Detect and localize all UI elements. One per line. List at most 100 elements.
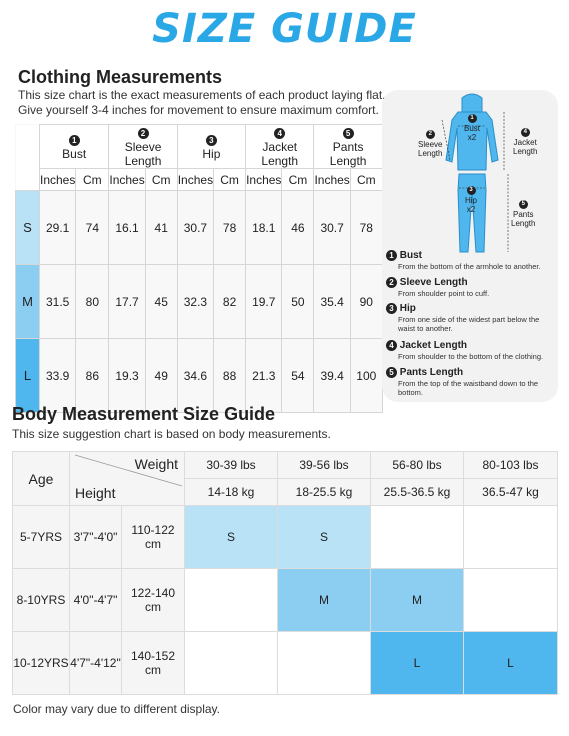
size-cell: [463, 505, 558, 569]
cell: 19.3: [108, 338, 146, 413]
height-cm-cell: 110-122 cm: [121, 505, 185, 569]
legend-bust: 1 Bust From the bottom of the armhole to…: [386, 250, 556, 271]
clothing-desc-2: Give yourself 3-4 inches for movement to…: [18, 103, 379, 117]
cell: 78: [349, 190, 383, 265]
unit-cm: Cm: [281, 168, 315, 191]
fig-pants-label: 5 Pants Length: [511, 200, 536, 228]
cell: 33.9: [38, 338, 77, 413]
cell: 50: [281, 264, 315, 339]
size-cell: S: [184, 505, 278, 569]
age-cell: 8-10YRS: [12, 568, 70, 632]
body-heading: Body Measurement Size Guide: [12, 404, 276, 424]
unit-inches: Inches: [245, 168, 283, 191]
cell: 100: [349, 338, 383, 413]
size-cell: [184, 568, 278, 632]
legend-hip: 3 Hip From one side of the widest part b…: [386, 303, 556, 333]
weight-lbs-1: 30-39 lbs: [184, 451, 278, 479]
fig-bust-label: 1 Bust x2: [464, 114, 481, 142]
table-row: 5-7YRS 3'7"-4'0" 110-122 cm S S: [12, 505, 558, 569]
cell: 46: [281, 190, 315, 265]
size-cell: [463, 568, 558, 632]
cell: 32.3: [176, 264, 215, 339]
size-cell: [277, 631, 371, 695]
height-ft-cell: 4'0"-4'7": [69, 568, 122, 632]
cell: 82: [213, 264, 247, 339]
legend-sleeve-length: 2 Sleeve Length From shoulder point to c…: [386, 277, 556, 298]
size-label: M: [15, 264, 40, 339]
cell: 34.6: [176, 338, 215, 413]
cell: 86: [75, 338, 110, 413]
cell: 21.3: [245, 338, 283, 413]
col-bust: 1 Bust: [38, 124, 110, 169]
cell: 45: [144, 264, 178, 339]
size-cell: M: [277, 568, 371, 632]
unit-inches: Inches: [313, 168, 351, 191]
weight-kg-2: 18-25.5 kg: [277, 478, 371, 506]
unit-cm: Cm: [213, 168, 247, 191]
fig-sleeve-label: 2 Sleeve Length: [418, 130, 443, 158]
cell: 31.5: [38, 264, 77, 339]
garment-diagram-icon: [441, 93, 509, 253]
age-cell: 5-7YRS: [12, 505, 70, 569]
col-hip: 3 Hip: [176, 124, 247, 169]
cell: 35.4: [313, 264, 351, 339]
unit-cm: Cm: [349, 168, 383, 191]
size-cell: [370, 505, 464, 569]
unit-inches: Inches: [38, 168, 77, 191]
page-title: SIZE GUIDE: [152, 6, 417, 52]
cell: 16.1: [108, 190, 146, 265]
unit-inches: Inches: [176, 168, 215, 191]
weight-lbs-2: 39-56 lbs: [277, 451, 371, 479]
height-ft-cell: 3'7"-4'0": [69, 505, 122, 569]
weight-lbs-4: 80-103 lbs: [463, 451, 558, 479]
cell: 19.7: [245, 264, 283, 339]
size-label: S: [15, 190, 40, 265]
height-cm-cell: 122-140 cm: [121, 568, 185, 632]
height-cm-cell: 140-152 cm: [121, 631, 185, 695]
body-desc: This size suggestion chart is based on b…: [12, 427, 331, 441]
cell: 74: [75, 190, 110, 265]
weight-height-header: Weight Height: [69, 451, 185, 506]
unit-cm: Cm: [144, 168, 178, 191]
cell: 17.7: [108, 264, 146, 339]
height-label: Height: [75, 485, 116, 501]
size-cell: S: [277, 505, 371, 569]
body-size-table: Age Weight Height 30-39 lbs 39-56 lbs 56…: [12, 451, 558, 695]
weight-kg-3: 25.5-36.5 kg: [370, 478, 464, 506]
legend-jacket-length: 4 Jacket Length From shoulder to the bot…: [386, 340, 556, 361]
size-cell: L: [463, 631, 558, 695]
size-cell: M: [370, 568, 464, 632]
col-jacket-length: 4 Jacket Length: [245, 124, 315, 169]
weight-kg-4: 36.5-47 kg: [463, 478, 558, 506]
size-cell: L: [370, 631, 464, 695]
cell: 49: [144, 338, 178, 413]
cell: 30.7: [313, 190, 351, 265]
size-cell: [184, 631, 278, 695]
weight-kg-1: 14-18 kg: [184, 478, 278, 506]
fig-jacket-label: 4 Jacket Length: [513, 128, 538, 156]
cell: 29.1: [38, 190, 77, 265]
table-row: S 29.1 74 16.1 41 30.7 78 18.1 46 30.7 7…: [15, 190, 383, 265]
cell: 54: [281, 338, 315, 413]
cell: 78: [213, 190, 247, 265]
cell: 90: [349, 264, 383, 339]
cell: 41: [144, 190, 178, 265]
footer-note: Color may vary due to different display.: [13, 702, 220, 716]
weight-label: Weight: [134, 456, 178, 472]
legend-pants-length: 5 Pants Length From the top of the waist…: [386, 367, 556, 397]
col-sleeve-length: 2 Sleeve Length: [108, 124, 178, 169]
unit-cm: Cm: [75, 168, 110, 191]
diagonal-divider: [74, 454, 183, 487]
cell: 88: [213, 338, 247, 413]
cell: 18.1: [245, 190, 283, 265]
cell: 80: [75, 264, 110, 339]
height-ft-cell: 4'7"-4'12": [69, 631, 122, 695]
size-label: L: [15, 338, 40, 413]
weight-lbs-3: 56-80 lbs: [370, 451, 464, 479]
age-header: Age: [12, 451, 70, 506]
age-cell: 10-12YRS: [12, 631, 70, 695]
clothing-table: 1 Bust 2 Sleeve Length 3 Hip 4 Jacket Length…: [15, 124, 383, 413]
table-row: L 33.9 86 19.3 49 34.6 88 21.3 54 39.4 1…: [15, 338, 383, 413]
table-row: 10-12YRS 4'7"-4'12" 140-152 cm L L: [12, 631, 558, 695]
table-row: 8-10YRS 4'0"-4'7" 122-140 cm M M: [12, 568, 558, 632]
